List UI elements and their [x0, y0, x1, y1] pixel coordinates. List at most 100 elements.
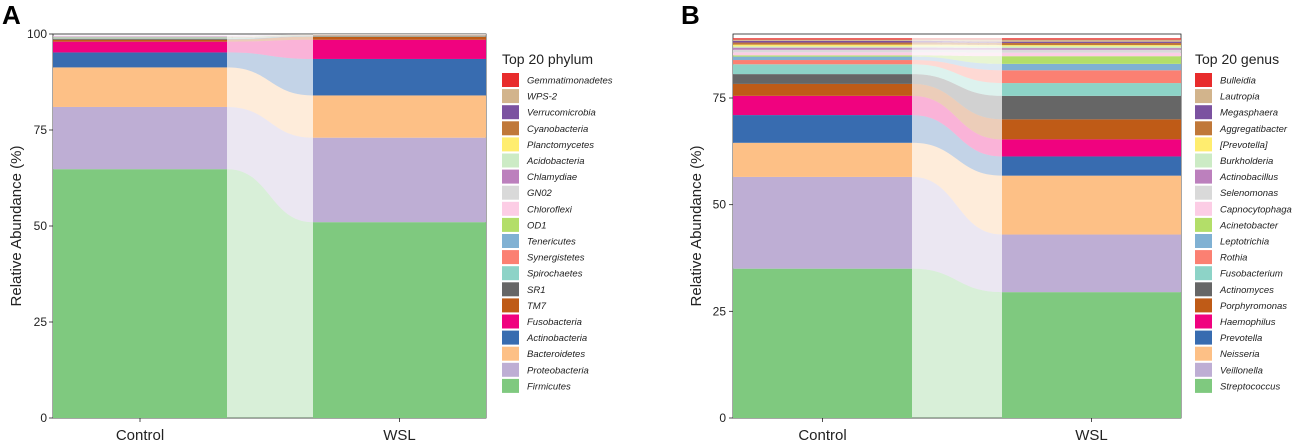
panel-a-flow-fusobacteria [227, 39, 313, 59]
panel-a-legend-swatch-od1 [502, 217, 519, 232]
panel-b-bar-control-selenomonas [733, 49, 912, 53]
panel-b-flow-fusobacterium [912, 64, 1002, 96]
panel-a-legend-swatch-tenericutes [502, 234, 519, 248]
panel-a-ytick-label: 75 [34, 123, 48, 137]
panel-b-flow-acinetobacter [912, 55, 1002, 64]
panel-b-flow-haemophilus [912, 95, 1002, 157]
panel-b-legend-label-prevotella: [Prevotella] [1219, 140, 1268, 151]
panel-b-bar-wsl-megasphaera [1002, 41, 1181, 43]
panel-a-xtick-label: Control [116, 427, 164, 440]
panel-b-bar-wsl-actinomyces [1002, 95, 1181, 120]
panel-b-legend-label-porphyromonas: Porphyromonas [1220, 301, 1287, 312]
panel-b-bar-control-veillonella [733, 176, 912, 269]
panel-b-legend-swatch-rothia [1195, 250, 1212, 265]
panel-b-flow-burkholderia [912, 46, 1002, 49]
panel-b-legend-swatch-porphyromonas [1195, 298, 1212, 313]
panel-b-legend-label-veillonella: Veillonella [1220, 365, 1263, 376]
panel-a-legend-label-spirochaetes: Spirochaetes [527, 269, 583, 280]
panel-a-legend-label-cyanobacteria: Cyanobacteria [527, 124, 588, 135]
panel-b-legend-label-lautropia: Lautropia [1220, 92, 1260, 103]
panel-b-flow-prevotella [912, 115, 1002, 176]
panel-a-flow-tenericutes [227, 35, 313, 38]
panel-b-legend-swatch-haemophilus [1195, 314, 1212, 329]
panel-a-legend-title: Top 20 phylum [502, 51, 593, 67]
panel-b-legend-label-actinomyces: Actinomyces [1219, 285, 1274, 296]
panel-label-b: B [681, 0, 700, 30]
panel-a-legend-swatch-chloroflexi [502, 201, 519, 216]
panel-a-flow-firmicutes [227, 169, 313, 418]
panel-b-bar-control-lautropia [733, 39, 912, 41]
panel-a-flow-chlamydiae [227, 34, 313, 37]
panel-b-ytick-label: 0 [719, 411, 726, 425]
panel-a-legend-label-firmicutes: Firmicutes [527, 381, 571, 392]
panel-b-bar-control-megasphaera [733, 40, 912, 43]
panel-a-legend-label-gn02: GN02 [527, 188, 553, 199]
panel-b-ytick-label: 50 [713, 198, 727, 212]
panel-a-flow-gn02 [227, 34, 313, 37]
panel-b-bar-wsl-acinetobacter [1002, 56, 1181, 64]
panel-b-legend-swatch-prevotella [1195, 330, 1212, 345]
panel-b-bar-wsl-haemophilus [1002, 139, 1181, 157]
panel-label-a: A [2, 0, 21, 30]
panel-b-bar-control-prevotella [733, 115, 912, 143]
panel-b-legend-swatch-streptococcus [1195, 378, 1212, 393]
panel-b-bar-wsl-leptotrichia [1002, 63, 1181, 71]
panel-b-flow-neisseria [912, 142, 1002, 235]
panel-b-y-axis-label: Relative Abundance (%) [688, 146, 705, 307]
panel-b-flow-aggregatibacter [912, 42, 1002, 46]
panel-a-bar-wsl-actinobacteria [313, 58, 486, 96]
panel-b-bar-wsl-selenomonas [1002, 49, 1181, 53]
panel-a-legend-label-chlamydiae: Chlamydiae [527, 172, 577, 183]
panel-a-y-axis-label: Relative Abundance (%) [8, 146, 25, 307]
panel-b-flow-rothia [912, 60, 1002, 84]
panel-b-bar-wsl-capnocytophaga [1002, 52, 1181, 57]
panel-a-legend-swatch-synergistetes [502, 250, 519, 265]
panel-a-ytick-label: 50 [34, 219, 48, 233]
panel-a-legend-swatch-acidobacteria [502, 153, 519, 168]
panel-b-flow-capnocytophaga [912, 52, 1002, 57]
panel-b-bar-control-capnocytophaga [733, 52, 912, 56]
panel-a-xtick-label: WSL [383, 427, 416, 440]
panel-a-bar-wsl-proteobacteria [313, 137, 486, 223]
panel-a-bar-control-actinobacteria [53, 52, 227, 68]
panel-b-legend-label-burkholderia: Burkholderia [1220, 156, 1273, 167]
panel-b-legend-label-fusobacterium: Fusobacterium [1220, 269, 1283, 280]
panel-b-legend-swatch-actinobacillus [1195, 169, 1212, 184]
panel-b-bar-wsl-prevotella [1002, 156, 1181, 176]
panel-a-bar-wsl-firmicutes [313, 222, 486, 418]
panel-b-legend-swatch-veillonella [1195, 362, 1212, 377]
panel-b-bar-control-acinetobacter [733, 55, 912, 57]
panel-b-legend-label-neisseria: Neisseria [1220, 349, 1260, 360]
panel-a-legend-swatch-sr1 [502, 282, 519, 297]
panel-b-legend-label-leptotrichia: Leptotrichia [1220, 237, 1269, 248]
panel-b-flow-prevotella [912, 44, 1002, 47]
panel-a-flow-spirochaetes [227, 35, 313, 39]
panel-b-legend-label-bulleidia: Bulleidia [1220, 76, 1256, 87]
panel-a-legend-label-sr1: SR1 [527, 285, 545, 296]
panel-b-bar-wsl-streptococcus [1002, 292, 1181, 418]
panel-a-legend-swatch-tm7 [502, 298, 519, 313]
panel-a-legend-label-bacteroidetes: Bacteroidetes [527, 349, 585, 360]
panel-a-legend-swatch-gn02 [502, 185, 519, 200]
panel-b-flow-porphyromonas [912, 83, 1002, 140]
panel-b-bar-wsl-bulleidia [1002, 38, 1181, 40]
panel-b-bar-wsl-burkholderia [1002, 46, 1181, 49]
panel-a-bar-control-firmicutes [53, 169, 227, 418]
panel-b-legend-swatch-neisseria [1195, 346, 1212, 361]
panel-b-legend-swatch-capnocytophaga [1195, 201, 1212, 216]
panel-b-legend-swatch-megasphaera [1195, 105, 1212, 120]
panel-a-legend-swatch-wps-2 [502, 89, 519, 104]
panel-b-legend-label-acinetobacter: Acinetobacter [1219, 220, 1279, 231]
panel-b-bar-wsl-veillonella [1002, 234, 1181, 293]
panel-a-legend-label-fusobacteria: Fusobacteria [527, 317, 582, 328]
panel-b-bar-wsl-neisseria [1002, 175, 1181, 235]
panel-b-legend-swatch-actinomyces [1195, 282, 1212, 297]
panel-b-flow-actinobacillus [912, 47, 1002, 50]
panel-b-bar-wsl-rothia [1002, 70, 1181, 84]
panel-a-bar-control-fusobacteria [53, 41, 227, 53]
panel-b-legend-swatch-fusobacterium [1195, 266, 1212, 281]
panel-b-bar-control-prevotella [733, 44, 912, 47]
panel-a-legend-label-wps-2: WPS-2 [527, 92, 558, 103]
panel-a-legend-swatch-verrucomicrobia [502, 105, 519, 120]
panel-a-legend-swatch-bacteroidetes [502, 346, 519, 361]
